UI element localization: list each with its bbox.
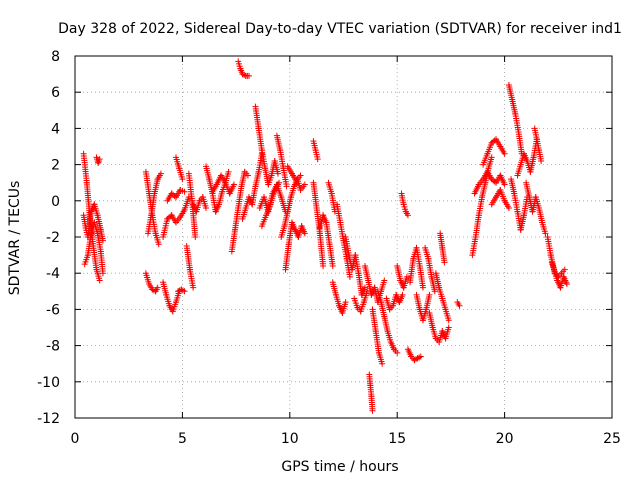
data-point-marker xyxy=(301,230,308,237)
chart-title: Day 328 of 2022, Sidereal Day-to-day VTE… xyxy=(58,21,622,37)
data-point-marker xyxy=(399,291,406,298)
x-tick-label: 5 xyxy=(178,431,187,447)
y-tick-label: 4 xyxy=(51,121,60,137)
data-point-marker xyxy=(501,181,508,188)
data-point-marker xyxy=(561,266,568,273)
data-point-marker xyxy=(230,181,237,188)
data-point-marker xyxy=(364,288,371,295)
data-point-marker xyxy=(99,237,106,244)
data-point-marker xyxy=(157,170,164,177)
y-tick-label: -4 xyxy=(46,266,60,282)
data-point-marker xyxy=(379,360,386,367)
data-point-marker xyxy=(203,205,210,212)
data-point-marker xyxy=(346,273,353,280)
y-tick-label: -8 xyxy=(46,339,60,355)
x-tick-label: 10 xyxy=(281,431,299,447)
data-point-marker xyxy=(404,212,411,219)
data-point-marker xyxy=(301,181,308,188)
data-point-marker xyxy=(456,302,463,309)
data-point-marker xyxy=(314,156,321,163)
data-point-marker xyxy=(538,157,545,164)
data-point-marker xyxy=(394,349,401,356)
x-tick-label: 0 xyxy=(71,431,80,447)
data-point-marker xyxy=(361,284,368,291)
data-point-marker xyxy=(297,172,304,179)
data-point-marker xyxy=(431,288,438,295)
data-point-marker xyxy=(445,317,452,324)
data-point-marker xyxy=(403,273,410,280)
data-point-marker xyxy=(154,284,161,291)
data-point-marker xyxy=(96,277,103,284)
data-point-marker xyxy=(342,299,349,306)
data-point-marker xyxy=(320,262,327,269)
data-point-marker xyxy=(179,176,186,183)
data-point-marker xyxy=(99,270,106,277)
data-point-marker xyxy=(488,154,495,161)
data-point-marker xyxy=(505,205,512,212)
data-point-marker xyxy=(167,213,174,220)
y-axis-label: SDTVAR / TECUs xyxy=(7,181,23,296)
x-tick-label: 20 xyxy=(496,431,514,447)
data-point-marker xyxy=(181,188,188,195)
y-tick-label: 6 xyxy=(51,85,60,101)
x-tick-label: 15 xyxy=(388,431,406,447)
data-point-marker xyxy=(192,234,199,240)
data-point-marker xyxy=(155,241,162,248)
data-point-marker xyxy=(329,262,336,269)
x-axis-label: GPS time / hours xyxy=(281,459,398,475)
x-tick-labels: 0 5 10 15 20 25 xyxy=(71,431,621,447)
data-point-marker xyxy=(283,183,290,190)
data-point-marker xyxy=(417,353,424,360)
data-point-marker xyxy=(441,259,448,266)
data-point-marker xyxy=(190,284,197,291)
data-point-marker xyxy=(181,288,188,295)
y-tick-labels: -12 -10 -8 -6 -4 -2 0 2 4 6 8 xyxy=(37,49,60,427)
data-point-marker xyxy=(542,230,549,237)
y-tick-label: 2 xyxy=(51,158,60,174)
y-tick-label: -6 xyxy=(46,302,60,318)
data-point-marker xyxy=(426,291,433,298)
data-points xyxy=(80,58,570,414)
x-tick-label: 25 xyxy=(603,431,621,447)
y-tick-label: -2 xyxy=(46,230,60,246)
y-tick-label: -12 xyxy=(37,411,60,427)
data-point-marker xyxy=(563,281,570,288)
data-point-marker xyxy=(245,72,252,79)
y-tick-label: 8 xyxy=(51,49,60,65)
data-point-marker xyxy=(491,137,498,144)
data-point-marker xyxy=(501,150,508,157)
data-point-marker xyxy=(96,156,103,163)
data-point-marker xyxy=(171,192,178,199)
data-point-marker xyxy=(185,194,192,201)
data-point-marker xyxy=(274,170,281,177)
data-point-marker xyxy=(419,284,426,291)
data-point-marker xyxy=(244,172,251,179)
y-tick-label: 0 xyxy=(51,194,60,210)
data-point-marker xyxy=(276,179,283,186)
y-tick-label: -10 xyxy=(37,375,60,391)
data-point-marker xyxy=(445,324,452,331)
axis-ticks xyxy=(74,55,613,419)
data-point-marker xyxy=(491,178,498,185)
data-point-marker xyxy=(225,168,232,175)
data-point-marker xyxy=(381,277,388,284)
data-point-marker xyxy=(369,407,376,414)
